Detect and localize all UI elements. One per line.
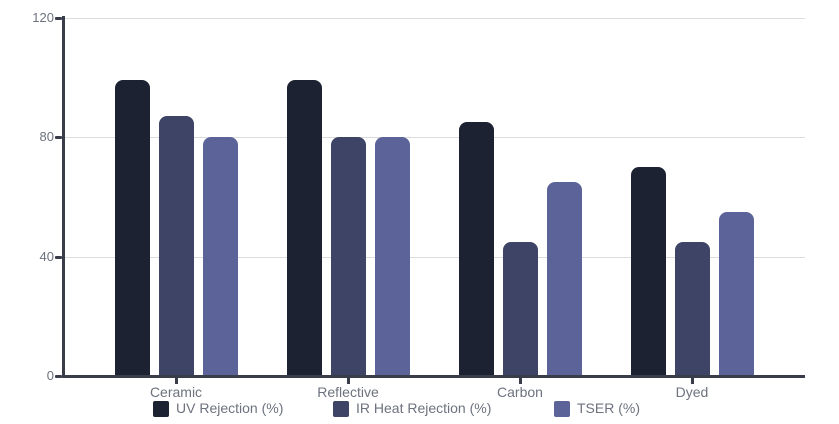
bar-tser-carbon (546, 181, 582, 376)
gridline-40 (65, 257, 805, 258)
legend-swatch-icon (153, 400, 169, 417)
y-axis-label-80: 80 (39, 129, 54, 144)
bar-ir-heat-rejection-ceramic (158, 116, 194, 376)
bar-uv-rejection-carbon (458, 122, 494, 376)
y-axis-tick-80 (55, 136, 62, 139)
bar-uv-rejection-ceramic (114, 80, 150, 376)
legend-label: UV Rejection (%) (176, 400, 284, 416)
category-label-reflective: Reflective (317, 384, 379, 400)
bar-ir-heat-rejection-reflective (330, 137, 366, 376)
bar-uv-rejection-reflective (286, 80, 322, 376)
category-label-dyed: Dyed (675, 384, 709, 400)
x-axis-line (62, 375, 805, 378)
bar-uv-rejection-dyed (630, 166, 666, 376)
y-axis-tick-120 (55, 17, 62, 20)
x-axis-tick-reflective (346, 378, 350, 384)
legend-item-tser[interactable]: TSER (%) (554, 400, 640, 417)
legend-swatch-icon (333, 400, 349, 417)
y-axis-tick-40 (55, 256, 62, 259)
legend: UV Rejection (%) IR Heat Rejection (%) TSE… (0, 400, 839, 418)
gridline-120 (65, 18, 805, 19)
y-axis-label-0: 0 (46, 368, 54, 383)
bar-ir-heat-rejection-carbon (502, 241, 538, 376)
y-axis-line (62, 16, 65, 378)
bar-tser-reflective (374, 137, 410, 376)
y-axis-label-40: 40 (39, 249, 54, 264)
legend-item-ir-heat-rejection[interactable]: IR Heat Rejection (%) (333, 400, 491, 417)
category-label-carbon: Carbon (497, 384, 543, 400)
bar-ir-heat-rejection-dyed (674, 241, 710, 376)
y-axis-tick-0 (55, 375, 62, 378)
bar-tser-dyed (718, 211, 754, 376)
y-axis-label-120: 120 (32, 10, 54, 25)
x-axis-tick-ceramic (174, 378, 178, 384)
gridline-80 (65, 137, 805, 138)
legend-label: IR Heat Rejection (%) (356, 400, 492, 416)
bar-tser-ceramic (202, 137, 238, 376)
category-label-ceramic: Ceramic (149, 384, 203, 400)
legend-swatch-icon (554, 400, 570, 417)
legend-item-uv-rejection[interactable]: UV Rejection (%) (153, 400, 283, 417)
x-axis-tick-dyed (690, 378, 694, 384)
legend-label: TSER (%) (577, 400, 640, 416)
x-axis-tick-carbon (518, 378, 522, 384)
